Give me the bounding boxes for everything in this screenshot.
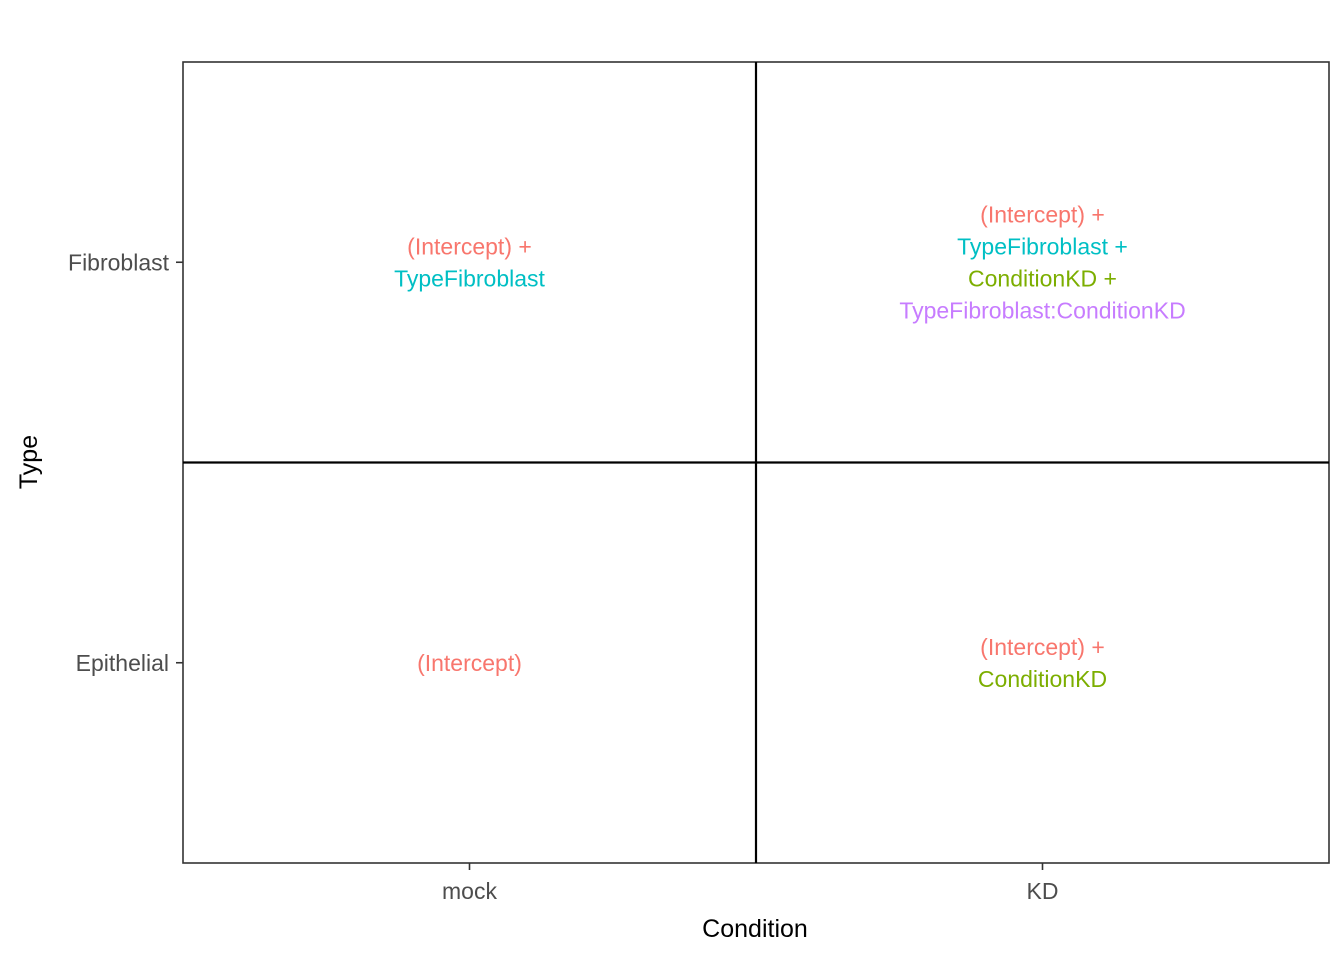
- cell-fibroblast-kd: (Intercept) + TypeFibroblast + ConditionKD…: [899, 201, 1185, 323]
- cell-epithelial-mock: (Intercept): [417, 650, 522, 676]
- axes: mock KD Epithelial Fibroblast: [68, 249, 1058, 904]
- cell-term-label: ConditionKD: [978, 666, 1107, 692]
- cell-term-label: TypeFibroblast +: [957, 233, 1128, 259]
- cell-term-label: (Intercept) +: [407, 233, 532, 259]
- cell-labels: (Intercept) +TypeFibroblast(Intercept) +…: [394, 201, 1186, 692]
- y-axis-title: Type: [15, 435, 43, 489]
- y-tick-label: Fibroblast: [68, 249, 170, 275]
- x-axis-title: Condition: [702, 915, 808, 943]
- cell-term-label: (Intercept): [417, 650, 522, 676]
- cell-epithelial-kd: (Intercept) + ConditionKD: [978, 634, 1107, 692]
- cell-dividers: [183, 62, 1329, 863]
- x-tick-label: KD: [1027, 878, 1059, 904]
- cell-fibroblast-mock: (Intercept) + TypeFibroblast: [394, 233, 545, 291]
- y-tick-label: Epithelial: [76, 650, 169, 676]
- x-tick-label: mock: [442, 878, 497, 904]
- cell-term-label: (Intercept) +: [980, 201, 1105, 227]
- cell-term-label: TypeFibroblast: [394, 265, 545, 291]
- cell-term-label: TypeFibroblast:ConditionKD: [899, 297, 1185, 323]
- cell-term-label: ConditionKD +: [968, 265, 1117, 291]
- cell-term-label: (Intercept) +: [980, 634, 1105, 660]
